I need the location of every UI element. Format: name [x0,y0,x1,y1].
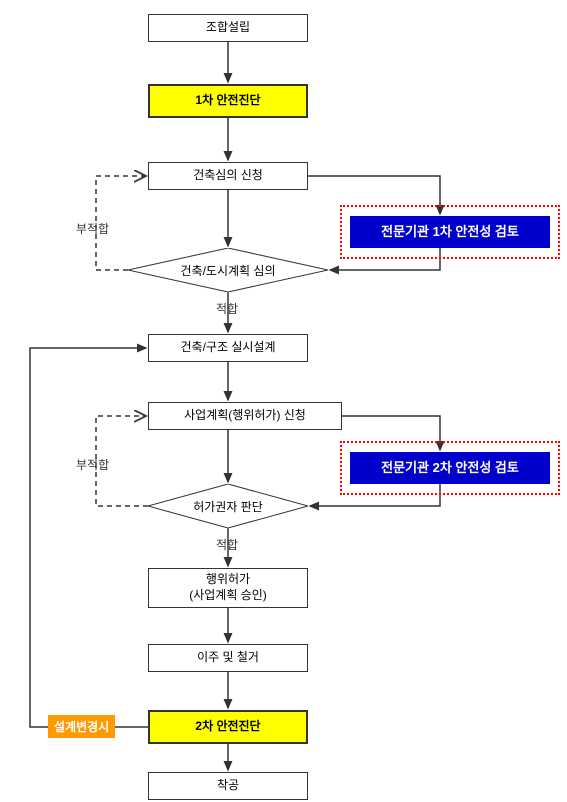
node-construction-start: 착공 [148,772,308,800]
node-label: 이주 및 철거 [197,650,259,666]
node-second-safety-diagnosis: 2차 안전진단 [148,710,308,744]
node-label: 2차 안전진단 [195,719,260,735]
label-text: 설계변경시 [54,720,109,734]
node-detail-design: 건축/구조 실시설계 [148,334,308,362]
node-union-establishment: 조합설립 [148,14,308,42]
node-label: 전문기관 2차 안전성 검토 [381,460,519,477]
node-label: 조합설립 [206,20,250,36]
node-label: 건축/구조 실시설계 [181,340,276,356]
node-expert-second-review: 전문기관 2차 안전성 검토 [350,452,550,484]
label-unsuitable-1: 부적합 [76,220,109,237]
label-suitable-1: 적합 [216,300,238,317]
node-label: 행위허가 (사업계획 승인) [189,572,267,603]
node-first-safety-diagnosis: 1차 안전진단 [148,84,308,118]
node-relocation-demolition: 이주 및 철거 [148,644,308,672]
node-expert-first-review: 전문기관 1차 안전성 검토 [350,216,550,248]
decision-permit-authority: 허가권자 판단 [148,484,308,528]
label-text: 적합 [216,538,238,552]
node-label: 1차 안전진단 [195,93,260,109]
node-label: 건축심의 신청 [193,168,263,184]
node-label: 전문기관 1차 안전성 검토 [381,224,519,241]
node-label: 착공 [217,778,239,794]
label-unsuitable-2: 부적합 [76,456,109,473]
decision-arch-urban-plan: 건축/도시계획 심의 [128,248,328,292]
label-text: 부적합 [76,458,109,472]
node-action-permit: 행위허가 (사업계획 승인) [148,568,308,608]
node-label: 허가권자 판단 [193,498,263,515]
node-label: 건축/도시계획 심의 [181,262,276,279]
label-suitable-2: 적합 [216,536,238,553]
label-text: 적합 [216,302,238,316]
node-label: 사업계획(행위허가) 신청 [184,408,306,424]
label-design-change: 설계변경시 [48,715,115,738]
node-arch-review-application: 건축심의 신청 [148,162,308,190]
node-business-plan-application: 사업계획(행위허가) 신청 [148,402,342,430]
label-text: 부적합 [76,222,109,236]
connector-layer [0,0,567,802]
